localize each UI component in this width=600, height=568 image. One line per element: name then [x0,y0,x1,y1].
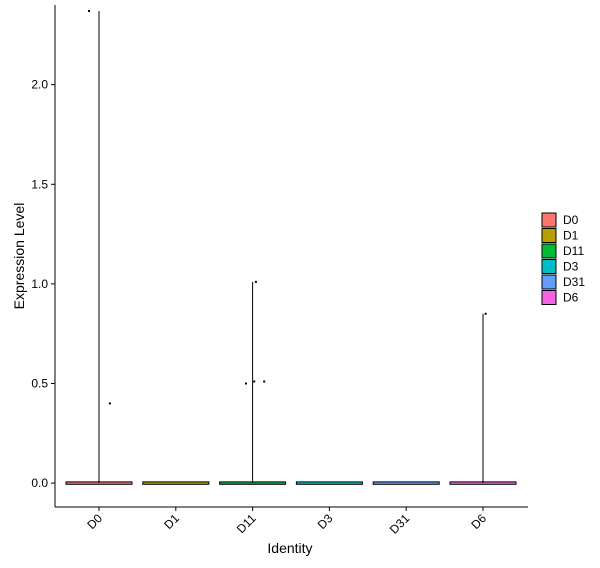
plot-area [65,9,517,485]
violin-body-d1 [142,481,210,485]
violin-d3 [295,481,363,485]
legend-item-d11: D11 [541,243,584,259]
axes: 0.0 0.5 1.0 1.5 2.0 D0 D1 D11 D3 D31 D6 [31,5,528,537]
legend-label: D1 [563,229,579,243]
data-point [253,380,256,383]
legend-swatch [541,290,557,305]
x-tick-label: D31 [387,511,413,537]
violin-d6 [449,312,517,485]
legend-swatch [541,259,557,274]
y-tick-label: 0.5 [31,376,48,390]
legend-label: D31 [563,275,585,289]
y-tick-label: 2.0 [31,78,48,92]
legend-item-d31: D31 [541,274,585,290]
x-tick-label: D11 [234,511,259,536]
y-tick-label: 0.0 [31,476,48,490]
legend-item-d6: D6 [541,290,579,305]
x-tick-label: D3 [315,511,336,532]
data-point [88,9,91,12]
violin-body-d31 [372,481,440,485]
legend-swatch [541,243,557,259]
legend-label: D6 [563,291,579,305]
legend-swatch [541,228,557,243]
legend-swatch [541,274,557,290]
y-axis-title: Expression Level [11,203,27,310]
x-tick-label: D0 [84,511,105,532]
violin-d31 [372,481,440,485]
legend-swatch [541,212,557,228]
violin-d1 [142,481,210,485]
x-tick-label: D6 [468,511,489,532]
y-tick-label: 1.5 [31,177,48,191]
violin-body-d3 [295,481,363,485]
legend-label: D11 [563,244,584,258]
legend-item-d1: D1 [541,228,579,243]
data-point [484,312,487,315]
violin-d0 [65,9,133,485]
legend-item-d3: D3 [541,259,579,274]
data-point [254,280,257,283]
legend-label: D3 [563,260,579,274]
y-tick-label: 1.0 [31,277,48,291]
x-axis-title: Identity [267,540,312,556]
data-point [108,402,111,405]
violin-d11 [219,280,287,485]
x-tick-label: D1 [161,511,182,532]
data-point [245,382,247,385]
legend-label: D0 [563,213,579,227]
legend-item-d0: D0 [541,212,579,228]
data-point [263,380,266,383]
